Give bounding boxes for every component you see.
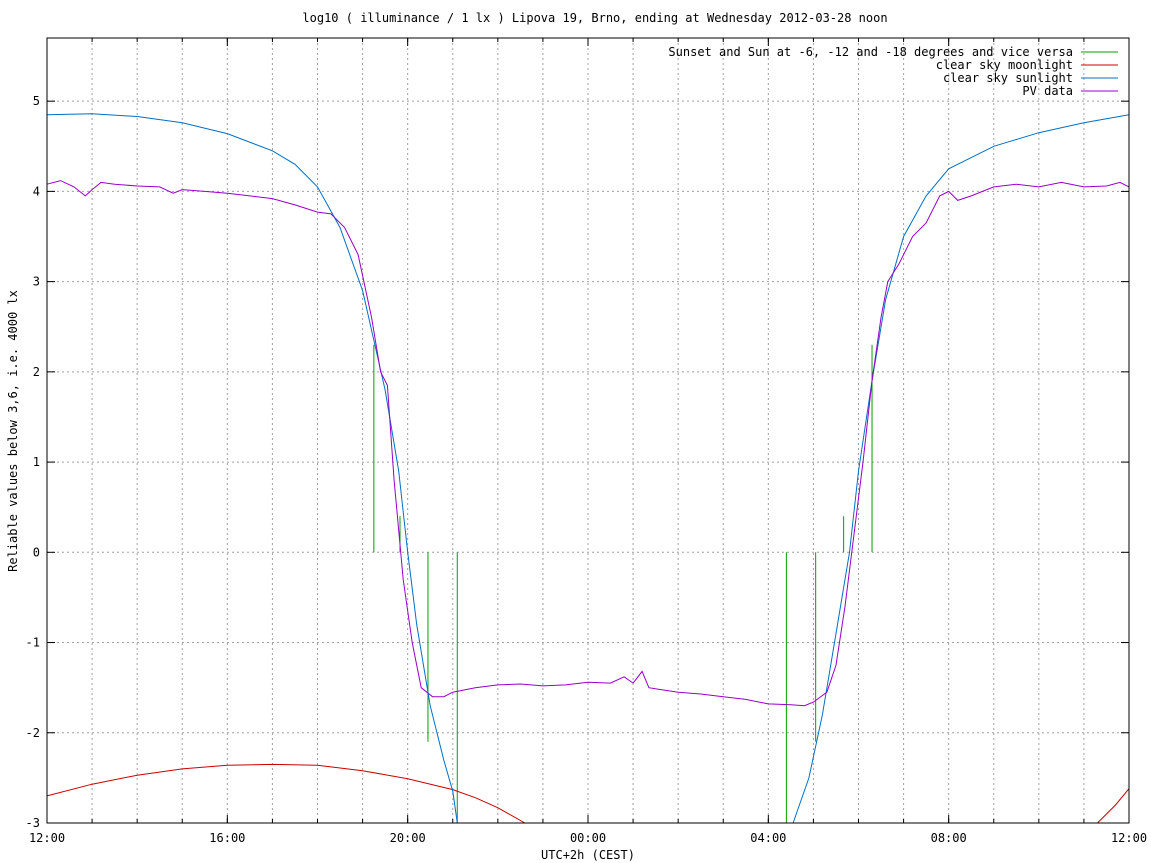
y-tick-label: -3 [26, 816, 40, 830]
legend-label: PV data [1022, 84, 1073, 98]
grid [47, 38, 1129, 823]
axis-ticks: 12:00 16:00 20:00 00:00 04:00 08:00 12:00-3-2-… [26, 38, 1147, 845]
series-line-1 [46, 763, 526, 824]
series-layer [46, 113, 1130, 824]
y-tick-label: 1 [33, 455, 40, 469]
y-axis-label: Reliable values below 3,6, i.e. 4000 lx [6, 290, 20, 572]
y-tick-label: 2 [33, 365, 40, 379]
y-tick-label: 5 [33, 94, 40, 108]
y-tick-label: 0 [33, 545, 40, 559]
y-tick-label: -1 [26, 636, 40, 650]
x-tick-label: 12:00 [1111, 831, 1147, 845]
x-tick-label: 08:00 [931, 831, 967, 845]
series-line-5 [46, 180, 1130, 707]
x-tick-label: 00:00 [570, 831, 606, 845]
x-tick-label: 20:00 [390, 831, 426, 845]
x-tick-label: 16:00 [209, 831, 245, 845]
x-axis-label: UTC+2h (CEST) [541, 848, 635, 862]
chart-title: log10 ( illuminance / 1 lx ) Lipova 19, … [302, 11, 887, 25]
y-tick-label: -2 [26, 726, 40, 740]
x-tick-label: 04:00 [750, 831, 786, 845]
legend-label: clear sky moonlight [936, 58, 1073, 72]
series-line-3 [46, 113, 458, 824]
y-tick-label: 4 [33, 184, 40, 198]
series-line-4 [792, 114, 1130, 824]
x-tick-label: 12:00 [29, 831, 65, 845]
legend: Sunset and Sun at -6, -12 and -18 degree… [668, 45, 1118, 98]
plot-frame [46, 37, 1130, 824]
y-tick-label: 3 [33, 275, 40, 289]
legend-label: clear sky sunlight [943, 71, 1073, 85]
series-line-2 [1097, 788, 1130, 824]
legend-label: Sunset and Sun at -6, -12 and -18 degree… [668, 45, 1073, 59]
